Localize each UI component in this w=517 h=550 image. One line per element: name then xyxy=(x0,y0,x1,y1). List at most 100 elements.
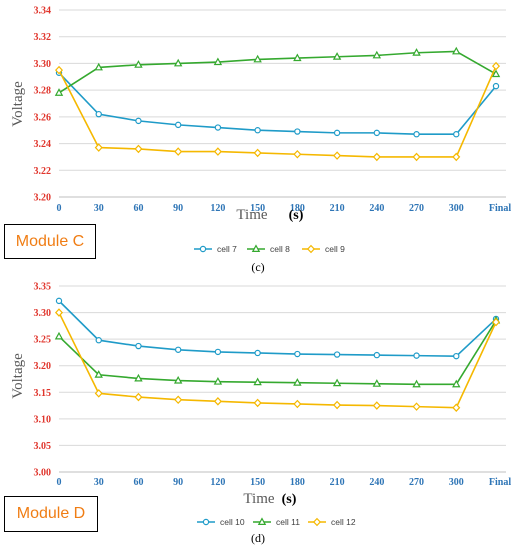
y-tick-label: 3.32 xyxy=(34,32,52,43)
data-point xyxy=(54,308,64,317)
y-tick-label: 3.34 xyxy=(34,6,52,17)
data-point xyxy=(214,124,222,131)
data-point xyxy=(293,53,302,62)
series-line xyxy=(58,65,497,158)
data-point xyxy=(173,58,183,67)
data-point xyxy=(333,400,342,410)
x-axis-title: Time xyxy=(236,207,267,223)
x-tick-label: 300 xyxy=(449,203,464,214)
y-tick-label: 3.20 xyxy=(34,361,52,372)
data-point xyxy=(95,337,102,344)
data-point xyxy=(293,149,302,159)
data-point xyxy=(373,351,381,359)
legend-label: cell 10 xyxy=(220,517,245,527)
data-point xyxy=(253,377,262,386)
x-tick-label: 60 xyxy=(133,477,143,488)
data-point xyxy=(254,349,261,357)
x-tick-label: 30 xyxy=(94,477,104,488)
data-point xyxy=(294,128,301,135)
y-tick-label: 3.15 xyxy=(34,388,52,399)
y-tick-label: 3.10 xyxy=(34,414,52,425)
y-tick-label: 3.30 xyxy=(34,308,52,319)
y-tick-label: 3.24 xyxy=(34,139,52,150)
x-tick-label: 210 xyxy=(330,477,345,488)
data-point xyxy=(174,147,183,156)
y-tick-label: 3.35 xyxy=(34,282,52,293)
x-tick-label: 30 xyxy=(94,203,104,214)
data-point xyxy=(134,392,143,402)
data-point xyxy=(174,121,182,129)
data-point xyxy=(55,297,63,305)
y-tick-label: 3.30 xyxy=(34,59,52,70)
data-point xyxy=(174,346,182,353)
series-line xyxy=(58,320,497,386)
data-point xyxy=(332,378,342,387)
data-point xyxy=(333,151,342,160)
series-line xyxy=(58,300,497,357)
data-point xyxy=(94,62,103,71)
x-tick-label: 240 xyxy=(369,477,384,488)
data-point xyxy=(491,69,501,78)
series-cell-9 xyxy=(54,61,501,162)
x-tick-label: 180 xyxy=(290,203,305,214)
x-tick-label: 0 xyxy=(57,203,62,214)
data-point xyxy=(333,129,341,137)
data-point xyxy=(373,129,381,137)
module-d-text: Module D xyxy=(16,505,86,522)
data-point xyxy=(372,152,381,162)
legend-marker xyxy=(312,517,322,527)
data-point xyxy=(452,152,461,162)
data-point xyxy=(94,389,103,398)
data-point xyxy=(413,352,420,359)
data-point xyxy=(413,131,420,138)
legend-marker xyxy=(202,518,210,526)
legend-label: cell 8 xyxy=(270,244,290,254)
y-axis-title: Voltage xyxy=(10,353,26,399)
legend-marker xyxy=(257,517,267,526)
data-point xyxy=(135,342,142,350)
data-point xyxy=(134,144,143,154)
x-tick-label: 150 xyxy=(250,477,265,488)
series-line xyxy=(58,50,497,94)
data-point xyxy=(213,147,222,156)
x-tick-label: 60 xyxy=(133,203,143,214)
y-tick-label: 3.25 xyxy=(34,335,52,346)
y-tick-label: 3.00 xyxy=(34,468,52,479)
x-tick-label: 240 xyxy=(369,203,384,214)
x-tick-label: Final xyxy=(489,203,511,214)
module-d-label: Module D xyxy=(4,496,98,532)
data-point xyxy=(293,399,302,409)
data-point xyxy=(253,398,262,408)
data-point xyxy=(213,57,223,66)
x-tick-label: 0 xyxy=(57,477,62,488)
legend-item: cell 7 xyxy=(194,244,237,254)
panel-caption: (d) xyxy=(251,531,265,545)
y-tick-label: 3.05 xyxy=(34,441,52,452)
data-point xyxy=(213,377,223,385)
series-cell-12 xyxy=(54,308,501,412)
legend-item: cell 8 xyxy=(247,244,290,254)
x-axis-unit: (s) xyxy=(282,492,297,507)
data-point xyxy=(174,395,183,405)
data-point xyxy=(412,379,421,388)
data-point xyxy=(332,52,342,60)
data-point xyxy=(412,152,421,162)
data-point xyxy=(135,117,142,125)
panel-caption: (c) xyxy=(251,260,264,274)
data-point xyxy=(372,50,382,59)
data-point xyxy=(54,88,64,96)
x-tick-label: 210 xyxy=(330,203,345,214)
data-point xyxy=(372,401,381,410)
legend-marker xyxy=(199,245,207,253)
data-point xyxy=(452,379,461,388)
x-tick-label: Final xyxy=(489,477,511,488)
series-cell-7 xyxy=(55,69,500,138)
x-tick-label: 300 xyxy=(449,477,464,488)
data-point xyxy=(95,110,102,118)
x-tick-label: 90 xyxy=(173,203,183,214)
data-point xyxy=(372,379,382,387)
series-cell-10 xyxy=(55,297,500,360)
x-tick-label: 120 xyxy=(210,203,225,214)
data-point xyxy=(173,375,183,384)
